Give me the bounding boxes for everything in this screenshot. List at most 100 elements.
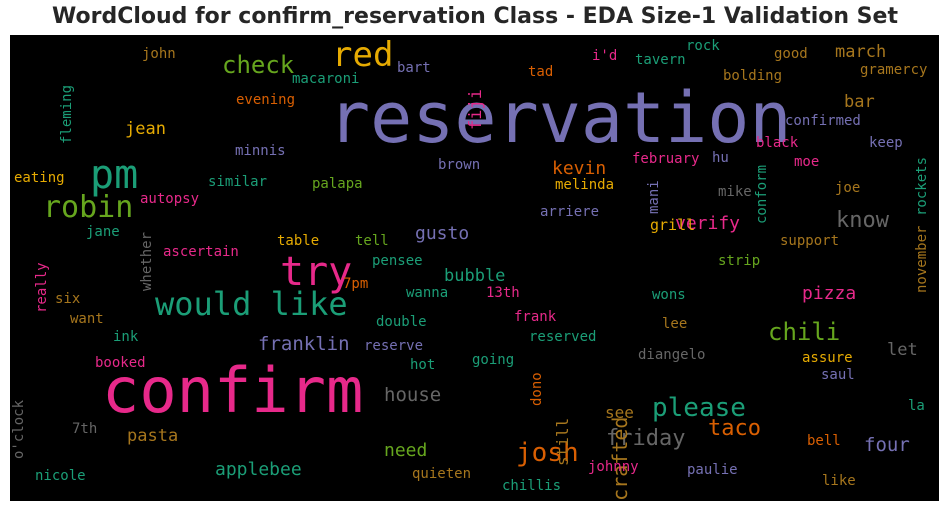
word-saul: saul <box>821 367 855 383</box>
word-rock: rock <box>686 38 720 54</box>
word-gramercy: gramercy <box>860 62 928 78</box>
word-bolding: bolding <box>723 68 783 84</box>
word-see: see <box>605 403 634 422</box>
word-tavern: tavern <box>635 52 686 68</box>
word-joe: joe <box>835 180 861 196</box>
word-keep: keep <box>869 135 903 151</box>
word-13th: 13th <box>486 285 520 301</box>
word-red: red <box>332 35 394 75</box>
word-bubble: bubble <box>444 266 506 286</box>
word-autopsy: autopsy <box>140 191 200 207</box>
word-pm: pm <box>90 152 139 198</box>
word-bar: bar <box>844 92 875 112</box>
word-lee: lee <box>662 316 688 332</box>
word-good: good <box>774 46 808 62</box>
word-would-like: would like <box>155 285 348 323</box>
word-jean: jean <box>125 119 166 139</box>
word-mani: mani <box>646 180 662 214</box>
word-paulie: paulie <box>687 462 738 478</box>
word-march: march <box>835 42 887 62</box>
word-brown: brown <box>438 157 481 173</box>
word-grill: grill <box>650 216 696 234</box>
word-still: still <box>553 417 572 466</box>
word-want: want <box>70 311 104 327</box>
word-verify: verify <box>675 213 741 234</box>
word-strip: strip <box>718 253 761 269</box>
word-reserve: reserve <box>364 338 424 354</box>
word-dono: dono <box>529 372 545 406</box>
word-melinda: melinda <box>555 177 615 193</box>
word-josh: josh <box>516 438 579 468</box>
word-wanna: wanna <box>406 285 449 301</box>
word-minnis: minnis <box>235 143 286 159</box>
word-february: february <box>632 151 700 167</box>
word-really: really <box>34 262 50 313</box>
word-four: four <box>864 434 910 456</box>
wordcloud-canvas: reservation confirm pm try red would like robi… <box>10 35 939 501</box>
word-i-d: i'd <box>592 48 618 64</box>
word-mike: mike <box>718 184 752 200</box>
word-similar: similar <box>208 174 268 190</box>
word-fiji: fiji <box>466 89 486 130</box>
word-try: try <box>280 249 353 295</box>
word-chillis: chillis <box>502 478 562 494</box>
word-please: please <box>652 393 746 423</box>
word-support: support <box>780 233 840 249</box>
word-la: la <box>908 398 925 414</box>
word-pensee: pensee <box>372 253 423 269</box>
word-reservation: reservation <box>328 77 792 159</box>
word-chili: chili <box>768 318 841 346</box>
word-black: black <box>756 135 799 151</box>
word-rockets: rockets <box>914 156 930 216</box>
word-franklin: franklin <box>258 333 350 355</box>
word-moe: moe <box>794 154 820 170</box>
word-tell: tell <box>355 233 389 249</box>
word-six: six <box>55 291 81 307</box>
word-house: house <box>384 384 442 406</box>
word-kevin: kevin <box>552 158 607 179</box>
word-booked: booked <box>95 355 146 371</box>
word-bell: bell <box>807 433 841 449</box>
word-hot: hot <box>410 357 436 373</box>
word-double: double <box>376 314 427 330</box>
word-going: going <box>472 352 515 368</box>
word-like: like <box>822 473 856 489</box>
word-macaroni: macaroni <box>292 71 360 87</box>
word-diangelo: diangelo <box>638 347 706 363</box>
word-jane: jane <box>86 224 120 240</box>
word-november: november <box>914 225 930 293</box>
word-let: let <box>887 340 918 360</box>
word-robin: robin <box>43 190 134 225</box>
word-friday: friday <box>606 426 686 451</box>
word-reserved: reserved <box>529 329 597 345</box>
word-johnny: johnny <box>588 459 639 475</box>
word-7pm: 7pm <box>343 276 369 292</box>
word-taco: taco <box>708 416 761 441</box>
word-assure: assure <box>802 350 853 366</box>
word-hu: hu <box>712 150 729 166</box>
word-nicole: nicole <box>35 468 86 484</box>
word-ascertain: ascertain <box>163 244 239 260</box>
word-ink: ink <box>113 329 139 345</box>
word-confirm: confirm <box>102 354 364 427</box>
word-evening: evening <box>236 92 296 108</box>
word-frank: frank <box>514 309 557 325</box>
word-wons: wons <box>652 287 686 303</box>
word-need: need <box>384 440 428 461</box>
word-o-clock: o'clock <box>11 399 27 459</box>
word-arriere: arriere <box>540 204 600 220</box>
word-table: table <box>277 233 320 249</box>
word-gusto: gusto <box>415 223 470 244</box>
word-confirmed: confirmed <box>785 113 861 129</box>
word-john: john <box>142 46 176 62</box>
word-bart: bart <box>397 60 431 76</box>
word-conform: conform <box>754 164 770 224</box>
word-applebee: applebee <box>215 459 302 480</box>
word-quieten: quieten <box>412 466 472 482</box>
word-know: know <box>836 208 889 233</box>
word-tad: tad <box>528 64 554 80</box>
word-pizza: pizza <box>802 283 857 304</box>
word-check: check <box>222 51 295 79</box>
word-fleming: fleming <box>59 84 75 144</box>
word-palapa: palapa <box>312 176 363 192</box>
